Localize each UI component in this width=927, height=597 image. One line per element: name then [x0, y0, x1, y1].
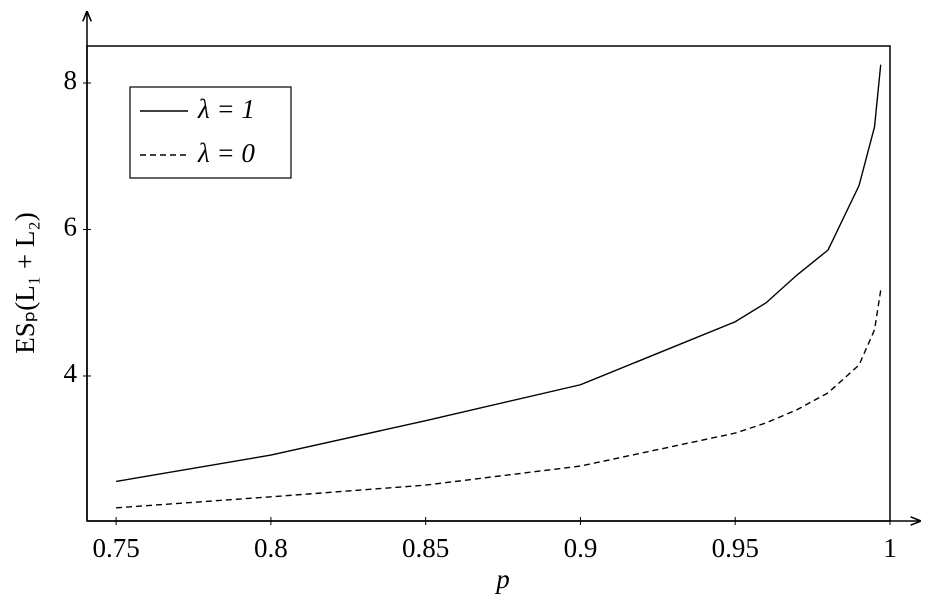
y-axis-label: ESₚ(L₁ + L₂)	[10, 212, 40, 354]
x-tick-label: 0.95	[712, 533, 759, 563]
legend-label: λ = 1	[197, 94, 255, 124]
x-tick-label: 0.85	[402, 533, 449, 563]
y-tick-label: 6	[64, 212, 78, 242]
x-tick-label: 1	[883, 533, 897, 563]
legend-box	[129, 86, 292, 179]
x-tick-label: 0.75	[92, 533, 139, 563]
legend-label: λ = 0	[197, 138, 255, 168]
line-series	[116, 290, 882, 509]
y-tick-label: 4	[64, 358, 78, 388]
line-series	[115, 64, 882, 483]
x-tick-label: 0.9	[564, 533, 598, 563]
x-tick-label: 0.8	[254, 533, 288, 563]
x-axis-label: p	[494, 564, 510, 594]
y-tick-label: 8	[64, 65, 78, 95]
